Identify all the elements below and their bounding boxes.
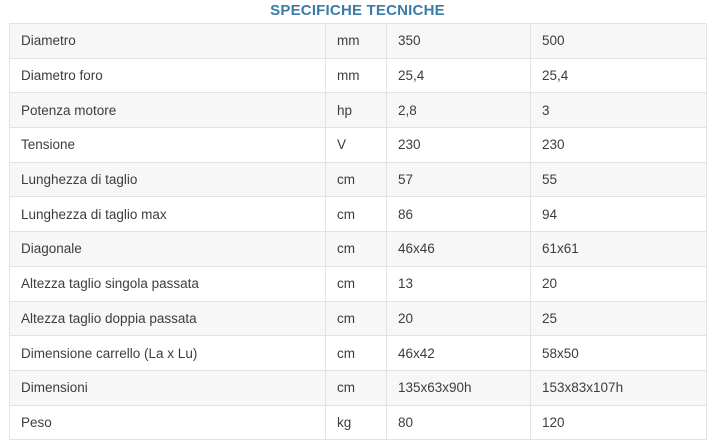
table-row: Altezza taglio singola passata cm 13 20: [9, 265, 707, 302]
spec-value-col2: 25: [530, 300, 707, 337]
spec-value-col1: 46x42: [386, 335, 531, 371]
table-row: Lunghezza di taglio cm 57 55: [9, 161, 707, 198]
spec-label: Altezza taglio singola passata: [9, 265, 326, 302]
spec-value-col2: 230: [530, 127, 707, 163]
spec-unit: mm: [325, 57, 387, 94]
spec-label: Diametro: [9, 23, 326, 59]
table-row: Peso kg 80 120: [9, 404, 707, 441]
spec-unit: mm: [325, 23, 387, 59]
spec-value-col1: 57: [386, 161, 531, 198]
spec-value-col1: 46x46: [386, 231, 531, 267]
spec-label: Altezza taglio doppia passata: [9, 300, 326, 337]
spec-value-col1: 86: [386, 196, 531, 233]
table-row: Diagonale cm 46x46 61x61: [9, 231, 707, 267]
spec-value-col2: 55: [530, 161, 707, 198]
spec-value-col2: 61x61: [530, 231, 707, 267]
table-row: Diametro foro mm 25,4 25,4: [9, 57, 707, 94]
page-title: SPECIFICHE TECNICHE: [270, 2, 445, 19]
spec-value-col2: 20: [530, 265, 707, 302]
table-row: Tensione V 230 230: [9, 127, 707, 163]
spec-label: Diagonale: [9, 231, 326, 267]
spec-value-col1: 135x63x90h: [386, 369, 531, 406]
spec-value-col2: 153x83x107h: [530, 369, 707, 406]
spec-value-col2: 3: [530, 92, 707, 129]
spec-value-col1: 80: [386, 404, 531, 441]
spec-value-col2: 500: [530, 23, 707, 59]
spec-value-col1: 13: [386, 265, 531, 302]
table-row: Dimensione carrello (La x Lu) cm 46x42 5…: [9, 335, 707, 371]
spec-value-col2: 58x50: [530, 335, 707, 371]
spec-label: Dimensioni: [9, 369, 326, 406]
spec-value-col1: 25,4: [386, 57, 531, 94]
table-row: Diametro mm 350 500: [9, 23, 707, 59]
table-row: Altezza taglio doppia passata cm 20 25: [9, 300, 707, 337]
spec-label: Lunghezza di taglio max: [9, 196, 326, 233]
spec-unit: cm: [325, 335, 387, 371]
spec-value-col1: 350: [386, 23, 531, 59]
spec-unit: cm: [325, 369, 387, 406]
spec-unit: cm: [325, 265, 387, 302]
spec-unit: hp: [325, 92, 387, 129]
spec-unit: kg: [325, 404, 387, 441]
spec-value-col1: 20: [386, 300, 531, 337]
spec-unit: cm: [325, 196, 387, 233]
spec-unit: V: [325, 127, 387, 163]
table-row: Lunghezza di taglio max cm 86 94: [9, 196, 707, 233]
spec-label: Lunghezza di taglio: [9, 161, 326, 198]
spec-label: Potenza motore: [9, 92, 326, 129]
spec-unit: cm: [325, 231, 387, 267]
spec-label: Peso: [9, 404, 326, 441]
table-row: Dimensioni cm 135x63x90h 153x83x107h: [9, 369, 707, 406]
table-row: Potenza motore hp 2,8 3: [9, 92, 707, 129]
spec-unit: cm: [325, 300, 387, 337]
spec-value-col1: 230: [386, 127, 531, 163]
spec-value-col2: 94: [530, 196, 707, 233]
spec-unit: cm: [325, 161, 387, 198]
spec-value-col2: 120: [530, 404, 707, 441]
spec-value-col2: 25,4: [530, 57, 707, 94]
spec-label: Dimensione carrello (La x Lu): [9, 335, 326, 371]
spec-table: Diametro mm 350 500 Diametro foro mm 25,…: [9, 23, 707, 441]
spec-table-body: Diametro mm 350 500 Diametro foro mm 25,…: [9, 23, 707, 441]
spec-value-col1: 2,8: [386, 92, 531, 129]
spec-label: Diametro foro: [9, 57, 326, 94]
spec-label: Tensione: [9, 127, 326, 163]
